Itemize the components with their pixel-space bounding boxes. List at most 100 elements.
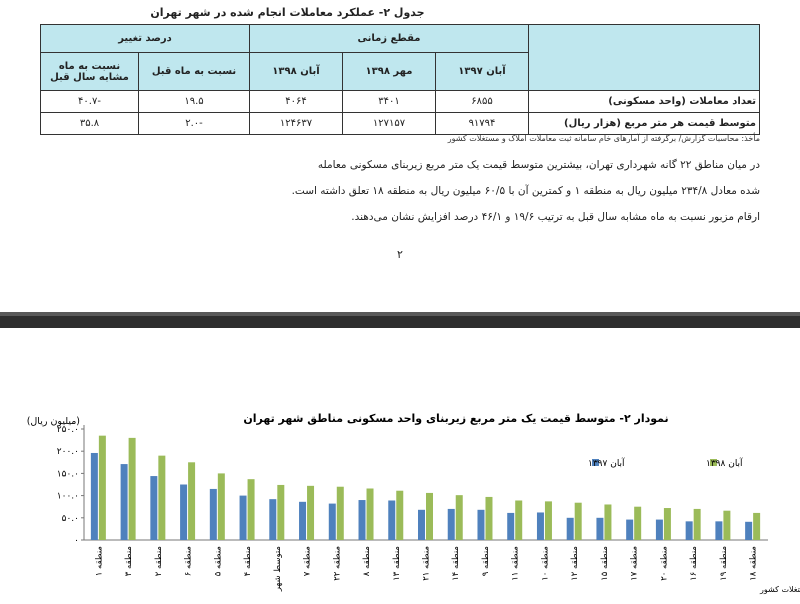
- paragraph-line: ارقام مزبور نسبت به ماه مشابه سال قبل به…: [351, 211, 760, 223]
- bar: [604, 504, 612, 540]
- bar: [277, 484, 285, 540]
- x-tick-label: منطقه ۱۳: [392, 546, 402, 581]
- bar: [574, 502, 582, 540]
- table-row: متوسط قیمت هر متر مربع (هزار ریال) ۹۱۷۹۴…: [40, 112, 760, 135]
- cell-yoy: -۴۰.۷: [40, 90, 139, 113]
- cell-mehr98: ۱۲۷۱۵۷: [342, 112, 436, 135]
- x-tick-label: منطقه ۹: [481, 546, 491, 576]
- x-tick-label: منطقه ۱۲: [570, 546, 580, 581]
- cell-aban98: ۱۲۴۶۳۷: [249, 112, 343, 135]
- bar: [239, 495, 247, 540]
- bar: [507, 512, 515, 540]
- bar: [685, 521, 693, 540]
- bar: [158, 455, 166, 540]
- bar: [98, 435, 106, 540]
- bar: [396, 490, 404, 540]
- bar: [418, 509, 425, 540]
- bar: [455, 495, 463, 540]
- row-label: متوسط قیمت هر متر مربع (هزار ریال): [528, 112, 760, 135]
- bar: [634, 506, 642, 540]
- bar: [536, 512, 544, 540]
- bar: [723, 510, 731, 540]
- bar: [426, 492, 433, 540]
- col-mehr98: مهر ۱۳۹۸: [342, 52, 436, 91]
- x-tick-label: منطقه ۱۴: [451, 546, 461, 581]
- col-aban98: آبان ۱۳۹۸: [249, 52, 343, 91]
- bar: [447, 508, 455, 540]
- legend-swatch: [592, 459, 599, 466]
- bar: [485, 496, 493, 540]
- y-axis-unit-label: (میلیون ریال): [27, 416, 80, 427]
- cell-aban98: ۴۰۶۴: [249, 90, 343, 113]
- report-page-top: جدول ۲- عملکرد معاملات انجام شده در شهر …: [40, 6, 760, 261]
- bar: [150, 476, 158, 540]
- x-tick-label: منطقه ۲۱: [422, 546, 432, 581]
- bar: [715, 521, 723, 540]
- y-tick-label: ۱۵۰.۰: [57, 469, 79, 479]
- x-tick-label: منطقه ۲۰: [659, 546, 669, 581]
- x-tick-label: منطقه ۸: [362, 546, 372, 576]
- bar: [596, 517, 604, 540]
- bar: [307, 485, 315, 540]
- bar: [328, 503, 336, 540]
- bar: [366, 488, 374, 540]
- period-group-header: مقطع زمانی: [249, 24, 529, 53]
- bar: [566, 517, 574, 540]
- cell-aban97: ۹۱۷۹۴: [435, 112, 529, 135]
- table-corner-cell: [528, 24, 760, 91]
- bar: [745, 521, 753, 540]
- bar: [753, 512, 761, 540]
- x-tick-label: منطقه ۲۲: [332, 546, 342, 581]
- page-separator: [0, 312, 800, 328]
- col-yoy: نسبت به ماه مشابه سال قبل: [40, 52, 139, 91]
- x-tick-label: منطقه ۱۹: [719, 546, 729, 581]
- y-tick-label: ۰: [74, 536, 79, 546]
- chart-source-note: مأخذ: محاسبات گزارش/ برگرفته از آمارهای …: [759, 583, 800, 594]
- table-row: تعداد معاملات (واحد مسکونی) ۶۸۵۵ ۳۴۰۱ ۴۰…: [40, 90, 760, 113]
- bar: [180, 484, 188, 540]
- change-group-header: درصد تغییر: [40, 24, 250, 53]
- bar: [515, 500, 523, 540]
- bar: [693, 508, 701, 540]
- col-mom: نسبت به ماه قبل: [138, 52, 250, 91]
- bar: [655, 519, 663, 540]
- report-page-bottom: نمودار ۲- متوسط قیمت یک متر مربع زیربنای…: [0, 328, 800, 600]
- bar: [209, 488, 217, 540]
- bar: [388, 500, 396, 540]
- table-caption: جدول ۲- عملکرد معاملات انجام شده در شهر …: [150, 6, 425, 19]
- chart-bars: [90, 435, 761, 540]
- cell-mom: ۱۹.۵: [138, 90, 250, 113]
- x-tick-label: منطقه ۳: [124, 546, 134, 576]
- x-tick-label: منطقه ۱: [94, 546, 104, 576]
- x-tick-label: منطقه ۱۸: [749, 546, 759, 581]
- x-tick-label: منطقه ۷: [303, 546, 313, 576]
- bar: [299, 501, 307, 540]
- cell-mehr98: ۳۴۰۱: [342, 90, 436, 113]
- bar: [120, 464, 128, 540]
- x-tick-label: منطقه ۴: [243, 546, 253, 576]
- table-source-note: مأخذ: محاسبات گزارش/ برگرفته از آمارهای …: [447, 134, 760, 143]
- transactions-table: مقطع زمانی درصد تغییر آبان ۱۳۹۷ مهر ۱۳۹۸…: [40, 24, 760, 135]
- chart-legend: آبان ۱۳۹۸ آبان ۱۳۹۷: [588, 457, 743, 469]
- bar: [544, 501, 552, 540]
- legend-swatch: [710, 459, 717, 466]
- x-tick-label: منطقه ۱۵: [600, 546, 610, 581]
- x-tick-label: منطقه ۱۶: [689, 546, 699, 581]
- bar: [336, 486, 344, 540]
- bar: [269, 499, 277, 540]
- x-tick-label: منطقه ۱۰: [540, 546, 550, 581]
- y-tick-label: ۲۵۰.۰: [57, 425, 79, 435]
- bar: [663, 508, 671, 540]
- y-tick-label: ۱۰۰.۰: [57, 492, 79, 502]
- cell-mom: -۲.۰: [138, 112, 250, 135]
- legend-label: آبان ۱۳۹۸: [706, 457, 743, 469]
- paragraph-line: در میان مناطق ۲۲ گانه شهرداری تهران، بیش…: [317, 159, 760, 171]
- paragraph-line: شده معادل ۲۳۴/۸ میلیون ریال به منطقه ۱ و…: [291, 185, 760, 197]
- cell-yoy: ۳۵.۸: [40, 112, 139, 135]
- bar: [128, 437, 136, 540]
- price-by-district-chart: نمودار ۲- متوسط قیمت یک متر مربع زیربنای…: [27, 412, 800, 594]
- x-tick-label: منطقه ۲: [154, 546, 164, 576]
- x-tick-label: منطقه ۵: [213, 546, 223, 576]
- x-tick-label: متوسط شهر: [273, 546, 283, 592]
- page-number: ۲: [397, 248, 403, 261]
